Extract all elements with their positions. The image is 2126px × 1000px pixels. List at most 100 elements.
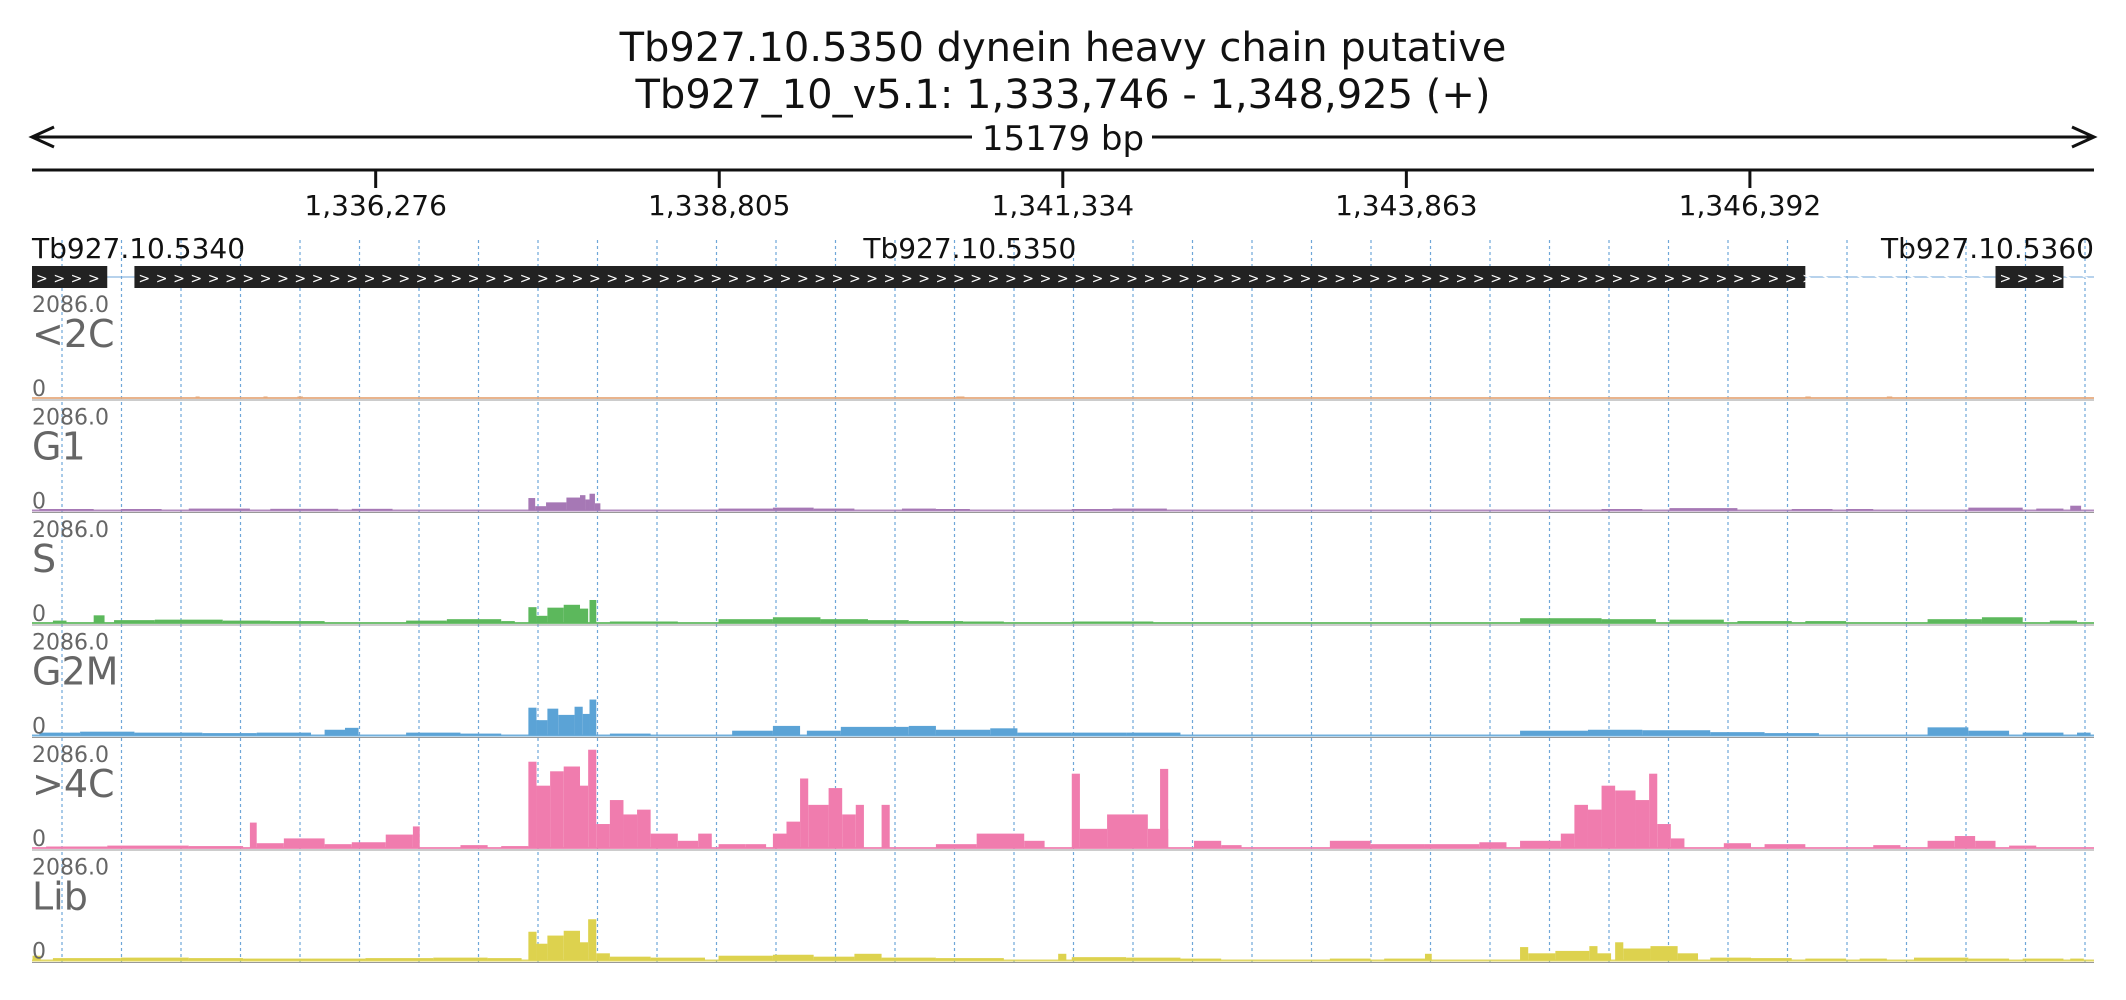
coverage-bar: [1975, 840, 1996, 848]
coverage-bar: [772, 833, 787, 848]
coverage-bar: [311, 958, 366, 961]
coverage-bar: [806, 730, 841, 736]
coverage-bar: [114, 620, 155, 623]
coverage-bar: [609, 621, 678, 623]
coverage-bar: [637, 809, 651, 848]
coverage-bar: [1071, 957, 1127, 961]
coverage-bar: [1968, 507, 2023, 511]
coverage-bar: [195, 396, 200, 398]
coverage-bar: [222, 620, 271, 623]
coverage-bar: [1677, 953, 1699, 961]
coverage-bar: [772, 725, 801, 736]
coverage-bar: [1981, 617, 2023, 623]
gene-box: [134, 266, 1806, 288]
coverage-bar: [528, 607, 537, 623]
coverage-bar: [718, 508, 773, 511]
coverage-bar: [256, 843, 284, 848]
gene-strand-arrows: >>>>>>>>>>>>>>>>>>>>>>>>>>>>>>>>>>>>>>>>…: [138, 271, 2126, 287]
coverage-bar: [2070, 505, 2082, 511]
coverage-bar: [52, 958, 121, 961]
coverage-bar: [1160, 768, 1169, 848]
coverage-bar: [1574, 804, 1588, 848]
gene-label: Tb927.10.5350: [862, 232, 1076, 265]
coverage-bar: [550, 771, 564, 848]
coverage-bar: [546, 502, 567, 511]
coverage-bar: [1650, 946, 1678, 961]
coverage-bar: [1642, 730, 1711, 736]
coverage-bar: [589, 493, 595, 511]
coverage-bar: [120, 509, 162, 511]
coverage-bar: [188, 958, 244, 961]
coverage-bar: [536, 943, 548, 961]
coverage-bar: [1370, 844, 1425, 848]
track-name-label: S: [32, 537, 56, 581]
coverage-bar: [1329, 958, 1371, 961]
coverage-bar: [1968, 958, 2010, 961]
coverage-bar: [365, 958, 434, 961]
chart-title: Tb927.10.5350 dynein heavy chain putativ…: [619, 25, 1507, 71]
coverage-bar: [1669, 619, 1724, 623]
coverage-bar: [1623, 948, 1651, 961]
coverage-bar: [1750, 958, 1792, 961]
coverage-bar: [406, 732, 461, 736]
coverage-bar: [718, 619, 773, 623]
coverage-bar: [297, 396, 303, 398]
coverage-bar: [786, 821, 801, 848]
coverage-bar: [1058, 953, 1067, 961]
coverage-bar: [563, 930, 581, 961]
coverage-track: 2086.0G1 0: [32, 406, 2094, 515]
coverage-bar: [1587, 809, 1602, 848]
coverage-bar: [840, 726, 909, 736]
axis-tick-label: 1,338,805: [648, 189, 791, 222]
track-name-label: G1: [32, 425, 86, 469]
coverage-track: 2086.0>4C 0: [32, 743, 2094, 852]
coverage-bar: [585, 499, 590, 511]
chart-header: Tb927.10.5350 dynein heavy chain putativ…: [0, 0, 2126, 170]
coverage-bar: [501, 846, 529, 848]
coverage-bar: [609, 956, 651, 961]
span-length-label: 15179 bp: [982, 119, 1144, 159]
coverage-bar: [351, 508, 393, 511]
coverage-bar: [976, 833, 1025, 848]
grid-lines: [61, 240, 2086, 965]
coverage-bar: [134, 732, 203, 736]
coverage-bar: [385, 834, 413, 848]
coverage-bar: [39, 509, 94, 511]
coverage-bar: [2009, 845, 2037, 848]
coverage-bar: [501, 621, 515, 623]
coverage-bar: [1024, 840, 1045, 848]
coverage-bar: [1805, 396, 1811, 398]
coverage-bar: [433, 957, 488, 961]
coverage-bar: [1329, 840, 1371, 848]
coverage-bar: [1805, 621, 1847, 623]
coverage-bar: [263, 396, 268, 398]
coverage-bar: [732, 730, 773, 736]
axis-tick-label: 1,341,334: [992, 189, 1135, 222]
coverage-bar: [594, 503, 601, 511]
coverage-bar: [406, 620, 447, 623]
coverage-bar: [154, 619, 223, 623]
coverage-bar: [1589, 946, 1598, 961]
coverage-bar: [202, 733, 257, 736]
coverage-bar: [596, 953, 610, 961]
track-max-label: 2086.0: [32, 631, 109, 656]
track-name-label: >4C: [32, 762, 115, 806]
coverage-bar: [1710, 732, 1765, 736]
chart-subtitle-coordinates: Tb927_10_v5.1: 1,333,746 - 1,348,925 (+): [635, 72, 1491, 118]
coverage-bar: [39, 732, 81, 736]
coverage-bar: [460, 845, 488, 848]
coverage-bar: [324, 729, 345, 736]
coordinate-axis: 1,336,276 1,338,805 1,341,334 1,343,863 1,34…: [32, 168, 2094, 222]
coverage-bar: [412, 826, 420, 848]
coverage-bar: [935, 958, 1004, 961]
coverage-bar: [1479, 842, 1507, 848]
coverage-bar: [46, 846, 108, 848]
coverage-bar: [188, 846, 244, 848]
track-max-label: 2086.0: [32, 293, 109, 318]
coverage-bar: [1424, 953, 1432, 961]
coverage-bar: [558, 714, 575, 736]
coverage-bar: [283, 838, 325, 848]
track-max-label: 2086.0: [32, 743, 109, 768]
coverage-bar: [547, 708, 559, 736]
